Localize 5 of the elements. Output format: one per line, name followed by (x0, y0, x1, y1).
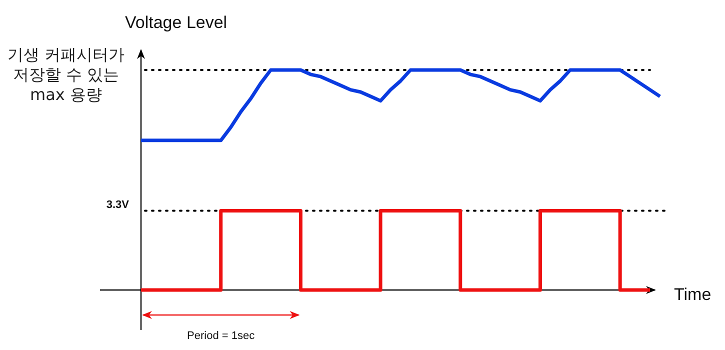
text: Period = 1sec (187, 330, 256, 342)
ref-line-label: 기생 커패시터가 저장할 수 있는 max 용량 (6, 45, 126, 105)
x-axis-title: Time (674, 285, 712, 304)
y-axis-title: Voltage Level (125, 13, 228, 32)
ref-line-label: 3.3V (106, 198, 130, 211)
